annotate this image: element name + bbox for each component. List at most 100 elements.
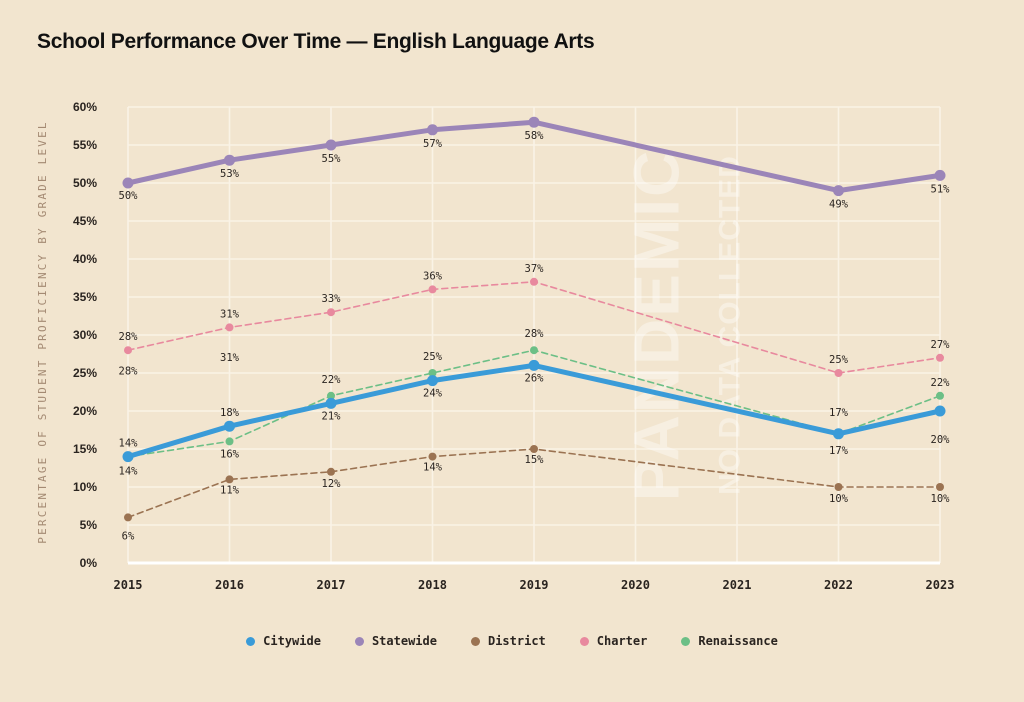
data-point-statewide — [934, 169, 946, 181]
data-label-district: 14% — [423, 462, 443, 474]
legend-label: Renaissance — [698, 634, 778, 648]
legend-swatch — [246, 636, 256, 646]
legend-swatch — [470, 636, 480, 646]
data-point-charter — [428, 285, 437, 294]
x-tick-label: 2015 — [114, 578, 143, 592]
y-tick-label: 10% — [73, 480, 97, 494]
data-point-district — [225, 475, 234, 484]
data-label-statewide: 55% — [322, 153, 342, 165]
data-point-renaissance — [428, 369, 437, 377]
legend-item-district[interactable]: District — [470, 634, 546, 648]
y-tick-label: 25% — [73, 366, 97, 380]
data-label-district: 15% — [525, 454, 545, 466]
data-point-statewide — [325, 139, 337, 151]
data-point-charter — [530, 277, 538, 286]
data-point-charter — [936, 353, 944, 362]
x-tick-label: 2021 — [723, 578, 752, 592]
data-label-charter: 37% — [525, 263, 545, 275]
no-data-annotation: NO DATA COLLECTED — [713, 155, 746, 495]
y-tick-label: 0% — [80, 556, 98, 570]
data-label-district: 6% — [122, 530, 135, 542]
data-label-citywide: 18% — [220, 407, 240, 419]
data-point-renaissance — [225, 437, 234, 446]
data-label-statewide: 50% — [119, 190, 139, 202]
legend-label: Charter — [596, 634, 648, 648]
data-label-statewide: 53% — [220, 168, 240, 180]
x-tick-label: 2020 — [621, 578, 650, 592]
data-point-statewide — [427, 124, 438, 136]
data-point-statewide — [833, 185, 844, 197]
data-point-statewide — [528, 116, 540, 128]
data-point-citywide — [122, 451, 134, 463]
data-point-district — [834, 483, 843, 491]
y-tick-label: 20% — [73, 404, 97, 418]
data-point-charter — [124, 346, 132, 355]
data-label-charter: 28% — [119, 331, 139, 343]
data-label-renaissance: 16% — [220, 448, 240, 460]
data-point-citywide — [833, 428, 844, 440]
chart-title: School Performance Over Time — English L… — [37, 30, 595, 53]
data-label-statewide: 58% — [525, 130, 545, 142]
data-label-citywide: 17% — [829, 407, 849, 419]
data-label-statewide: 57% — [423, 138, 443, 150]
x-tick-label: 2023 — [926, 578, 955, 592]
pandemic-annotation: PANDEMIC — [620, 149, 692, 502]
data-label-district: 10% — [829, 493, 849, 505]
legend-label: Statewide — [371, 634, 437, 648]
data-label-charter: 33% — [322, 293, 342, 305]
data-label-district: 12% — [322, 478, 342, 490]
data-point-citywide — [427, 375, 438, 387]
data-label-extra: 28% — [119, 366, 139, 378]
legend-item-citywide[interactable]: Citywide — [246, 634, 321, 648]
data-label-renaissance: 28% — [525, 328, 545, 340]
y-axis-label: PERCENTAGE OF STUDENT PROFICIENCY BY GRA… — [36, 120, 49, 543]
data-label-renaissance: 22% — [322, 374, 342, 386]
x-tick-label: 2016 — [215, 578, 244, 592]
data-point-citywide — [528, 359, 540, 371]
legend-item-renaissance[interactable]: Renaissance — [681, 634, 778, 648]
data-point-district — [428, 452, 437, 461]
data-point-district — [124, 513, 132, 522]
data-label-extra: 31% — [220, 352, 240, 364]
data-point-citywide — [325, 397, 337, 409]
data-point-renaissance — [530, 346, 538, 355]
data-label-citywide: 14% — [119, 466, 139, 478]
x-tick-label: 2022 — [824, 578, 853, 592]
data-label-statewide: 51% — [931, 183, 951, 195]
data-label-district: 11% — [220, 484, 240, 496]
data-label-renaissance: 14% — [119, 438, 139, 450]
data-label-renaissance: 25% — [423, 351, 443, 363]
legend-swatch — [354, 636, 364, 646]
data-point-renaissance — [936, 391, 944, 400]
x-tick-label: 2019 — [520, 578, 549, 592]
y-tick-label: 5% — [80, 518, 98, 532]
y-tick-label: 15% — [73, 442, 97, 456]
y-tick-label: 30% — [73, 328, 97, 342]
data-point-charter — [225, 323, 234, 332]
y-tick-label: 55% — [73, 138, 97, 152]
legend-item-statewide[interactable]: Statewide — [354, 634, 437, 648]
y-tick-label: 40% — [73, 252, 97, 266]
data-point-district — [327, 467, 335, 476]
legend-item-charter[interactable]: Charter — [579, 634, 648, 648]
x-tick-label: 2017 — [317, 578, 346, 592]
data-label-charter: 36% — [423, 270, 443, 282]
data-label-citywide: 20% — [931, 434, 951, 446]
legend: Citywide Statewide District Charter Rena… — [0, 634, 1024, 648]
data-label-charter: 25% — [829, 354, 849, 366]
data-point-district — [530, 445, 538, 453]
legend-swatch — [579, 636, 589, 646]
data-label-renaissance: 22% — [931, 377, 951, 389]
y-tick-label: 35% — [73, 290, 97, 304]
legend-label: District — [487, 634, 546, 648]
data-label-statewide: 49% — [829, 199, 849, 211]
data-label-citywide: 24% — [423, 388, 443, 400]
data-label-district: 10% — [931, 493, 951, 505]
data-point-citywide — [224, 420, 235, 432]
data-label-citywide: 26% — [525, 372, 545, 384]
data-label-charter: 31% — [220, 308, 240, 320]
data-point-citywide — [934, 405, 946, 417]
data-point-district — [936, 483, 944, 491]
data-label-citywide: 21% — [322, 410, 342, 422]
